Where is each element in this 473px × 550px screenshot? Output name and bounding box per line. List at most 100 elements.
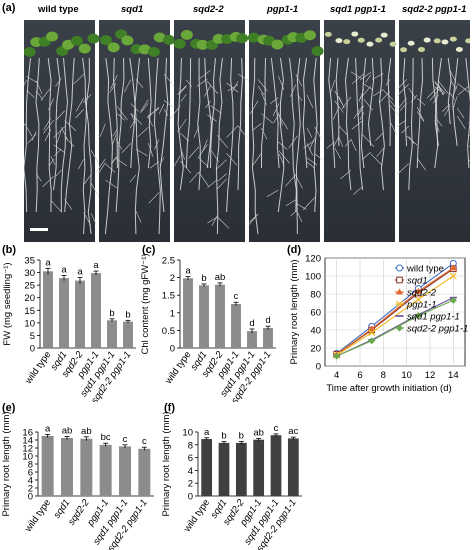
lateral-root xyxy=(148,192,160,204)
leaf xyxy=(196,39,209,50)
lateral-root xyxy=(357,105,365,116)
y-tick-label: 2 xyxy=(28,484,33,495)
x-tick-label: 14 xyxy=(448,370,459,381)
lateral-root xyxy=(204,85,211,97)
leaf xyxy=(400,47,408,53)
lateral-root xyxy=(193,126,200,138)
leaf xyxy=(78,43,91,54)
lateral-root xyxy=(416,98,426,106)
lateral-root xyxy=(115,138,123,150)
lateral-root xyxy=(198,172,209,187)
root xyxy=(82,57,92,235)
lateral-root xyxy=(216,178,227,190)
leaf xyxy=(311,46,324,57)
bar-pgp1-1 xyxy=(231,304,241,348)
chart-chlorophyll: 0 0.5 1 1.5 2 2.5 Chl content (mg gFW⁻¹) a wild … xyxy=(140,253,276,402)
x-tick-label: wild type xyxy=(181,497,212,534)
root xyxy=(237,57,243,191)
lateral-root xyxy=(362,134,375,147)
photo-panel-4 xyxy=(324,20,395,242)
lateral-root xyxy=(130,103,139,112)
lateral-root xyxy=(121,143,132,154)
y-tick-label: 0 xyxy=(170,344,175,355)
bar-sqd2-2 xyxy=(215,284,225,348)
lateral-root xyxy=(306,94,314,109)
photo-label-sqd2-2-pgp1-1: sqd2-2 pgp1-1 xyxy=(402,4,467,15)
lateral-root xyxy=(75,109,84,119)
lateral-root xyxy=(376,148,384,158)
leaf xyxy=(107,42,120,53)
legend-marker xyxy=(396,300,403,308)
leaf xyxy=(357,37,365,43)
lateral-root xyxy=(285,174,297,187)
photo-panel-2 xyxy=(174,20,245,242)
photo-panel-3 xyxy=(249,20,320,242)
leaf xyxy=(389,41,397,47)
lateral-root xyxy=(278,150,290,164)
lateral-root xyxy=(163,109,169,116)
lateral-root xyxy=(53,126,65,139)
lateral-root xyxy=(306,161,315,169)
lateral-root xyxy=(375,132,384,141)
lateral-root xyxy=(129,174,137,183)
significance-letter: a xyxy=(61,265,67,276)
lateral-root xyxy=(140,103,149,114)
lateral-root xyxy=(163,100,173,108)
root xyxy=(270,57,280,169)
y-axis-title: Primary root length (mm) xyxy=(1,411,12,516)
lateral-root xyxy=(306,127,313,138)
lateral-root xyxy=(389,121,398,136)
lateral-root xyxy=(398,98,407,108)
lateral-root xyxy=(401,125,410,134)
lateral-root xyxy=(456,108,465,119)
legend-label-sqd2-2: sqd2-2 xyxy=(407,288,437,299)
bar-sqd2-2 xyxy=(75,280,85,348)
lateral-root xyxy=(210,105,222,114)
lateral-root xyxy=(457,82,470,93)
lateral-root xyxy=(83,212,92,226)
leaf xyxy=(212,33,225,44)
lateral-root xyxy=(117,106,128,121)
lateral-root xyxy=(207,179,218,188)
leaf xyxy=(87,33,100,44)
root xyxy=(313,57,318,213)
lateral-root xyxy=(341,96,352,110)
photo-label-sqd2-2: sqd2-2 xyxy=(193,4,224,15)
root xyxy=(402,57,408,147)
photo-label-sqd1-pgp1-1: sqd1 pgp1-1 xyxy=(330,4,386,15)
leaf xyxy=(343,39,351,45)
leaf xyxy=(163,34,176,45)
lateral-root xyxy=(42,175,54,188)
lateral-root xyxy=(95,158,106,173)
leaf xyxy=(465,38,470,44)
lateral-root xyxy=(135,148,148,157)
lateral-root xyxy=(231,81,239,93)
lateral-root xyxy=(257,85,265,95)
bar-sqd1-pgp1-1 xyxy=(119,446,131,496)
lateral-root xyxy=(130,112,143,125)
lateral-root xyxy=(297,212,303,223)
root xyxy=(215,57,223,235)
leaf xyxy=(153,32,166,43)
lateral-root xyxy=(109,82,117,93)
photo-label-wild-type: wild type xyxy=(38,4,79,15)
lateral-root xyxy=(326,141,335,149)
lateral-root xyxy=(314,126,322,140)
lateral-root xyxy=(285,198,298,207)
lateral-root xyxy=(105,163,116,173)
lateral-root xyxy=(44,128,52,142)
y-tick-label: 6 xyxy=(28,468,33,479)
lateral-root xyxy=(362,82,374,91)
lateral-root xyxy=(177,85,187,95)
lateral-root xyxy=(154,139,160,150)
lateral-root xyxy=(196,78,208,87)
lateral-root xyxy=(438,83,444,96)
lateral-root xyxy=(83,174,92,185)
root xyxy=(197,58,201,191)
lateral-root xyxy=(449,93,455,100)
lateral-root xyxy=(333,136,340,147)
bar-sqd2-2-pgp1-1 xyxy=(123,321,133,348)
lateral-root xyxy=(49,158,54,166)
bar-sqd1 xyxy=(199,285,209,348)
lateral-root xyxy=(399,102,407,111)
